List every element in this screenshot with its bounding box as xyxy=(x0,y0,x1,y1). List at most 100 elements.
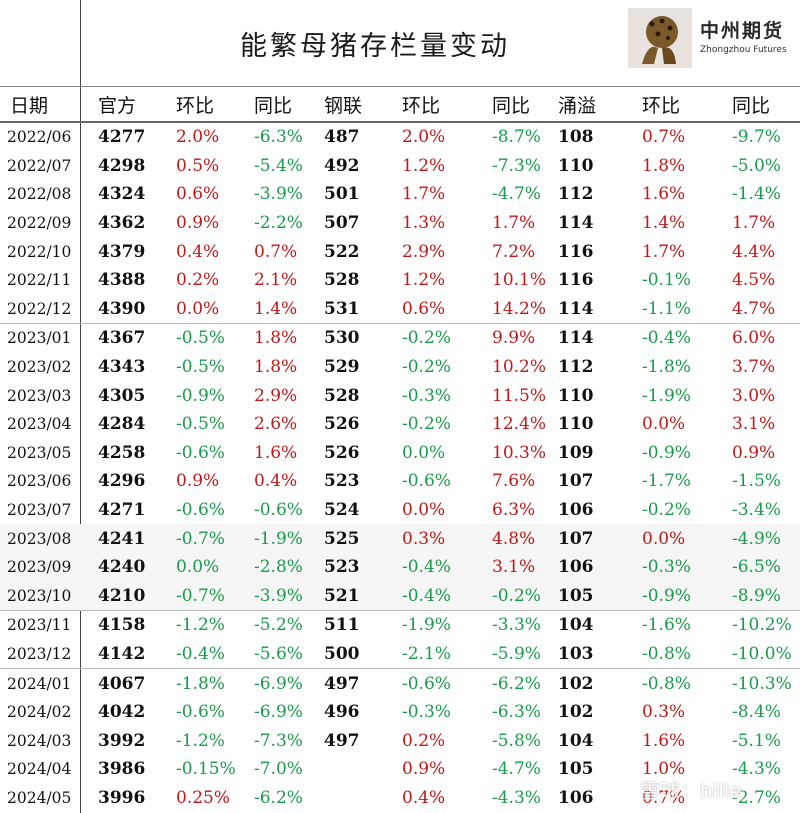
cell-yongyi-yoy: -10.3% xyxy=(718,668,800,698)
cell-yongyi: 105 xyxy=(558,581,632,611)
cell-yongyi: 102 xyxy=(558,668,632,698)
table-row: 2023/11 4158 -1.2% -5.2% 511 -1.9% -3.3% 104 -1.… xyxy=(0,610,800,640)
cell-yongyi-yoy: 4.4% xyxy=(732,241,776,262)
table-row: 2024/03 3992 -1.2% -7.3% 497 0.2% -5.8% 104 1.6%… xyxy=(0,726,800,755)
cell-official: 4258 xyxy=(98,442,146,463)
cell-mysteel-mom: -0.2% xyxy=(402,414,451,435)
cell-yongyi-mom: 0.0% xyxy=(632,524,718,553)
cell-yongyi-mom: -0.3% xyxy=(632,552,718,582)
cell-date: 2022/08 xyxy=(7,185,72,204)
cell-date: 2023/02 xyxy=(7,358,72,377)
table-row: 2023/06 4296 0.9% 0.4% 523 -0.6% 7.6% 107 -1.7% -… xyxy=(0,467,800,496)
cell-yongyi: 110 xyxy=(558,385,594,406)
date-column-divider xyxy=(80,0,81,813)
cell-official-yoy: -6.9% xyxy=(236,668,320,698)
cell-mysteel-yoy: 10.1% xyxy=(492,270,547,291)
cell-mysteel xyxy=(320,755,394,784)
cell-yongyi-mom: 1.6% xyxy=(642,184,686,205)
table-row: 2023/02 4343 -0.5% 1.8% 529 -0.2% 10.2% 112 -1.8… xyxy=(0,353,800,382)
cell-official-yoy: -2.2% xyxy=(254,213,303,234)
cell-yongyi-mom: -1.8% xyxy=(642,357,691,378)
cell-mysteel-mom: 0.9% xyxy=(402,759,446,780)
cell-mysteel-yoy: -4.7% xyxy=(492,184,541,205)
cell-mysteel-yoy: -0.2% xyxy=(464,581,558,611)
cell-yongyi-mom: 1.7% xyxy=(642,241,686,262)
cell-official: 3992 xyxy=(98,730,146,751)
table-header-row: 日期 官方 环比 同比 钢联 环比 同比 涌溢 环比 同比 xyxy=(0,86,800,123)
cell-yongyi-mom: -0.4% xyxy=(632,323,718,353)
cell-mysteel-mom: 1.3% xyxy=(402,213,446,234)
cell-official-yoy: 0.4% xyxy=(254,471,298,492)
cell-yongyi: 103 xyxy=(558,643,594,664)
watermark: 雪球：hille xyxy=(640,779,742,803)
page-title: 能繁母猪存栏量变动 xyxy=(240,31,510,62)
cell-mysteel: 501 xyxy=(324,184,360,205)
cell-mysteel-yoy: -5.8% xyxy=(492,730,541,751)
cell-yongyi-yoy: 1.7% xyxy=(732,213,776,234)
cell-yongyi-yoy: -1.5% xyxy=(732,471,781,492)
column-header-yongyi-yoy: 同比 xyxy=(718,86,800,123)
cell-mysteel-yoy: 7.6% xyxy=(492,471,536,492)
column-header-date: 日期 xyxy=(0,86,84,123)
cell-yongyi: 114 xyxy=(558,213,594,234)
cell-official-mom: -0.9% xyxy=(176,385,225,406)
cell-official: 4343 xyxy=(98,357,146,378)
cell-yongyi: 106 xyxy=(558,787,594,808)
cell-yongyi: 114 xyxy=(558,298,594,319)
cell-mysteel: 511 xyxy=(320,610,394,640)
cell-yongyi-yoy: 0.9% xyxy=(732,442,776,463)
cell-date: 2024/01 xyxy=(0,668,84,698)
cell-official-yoy: -7.3% xyxy=(254,730,303,751)
cell-official-mom: 0.5% xyxy=(176,155,220,176)
cell-yongyi-yoy: -10.2% xyxy=(718,610,800,640)
cell-date: 2024/05 xyxy=(7,788,72,807)
column-header-official: 官方 xyxy=(84,86,162,123)
cell-yongyi-mom: -0.9% xyxy=(632,581,718,611)
cell-yongyi-yoy: -8.9% xyxy=(718,581,800,611)
cell-yongyi-yoy: -4.9% xyxy=(718,524,800,553)
cell-mysteel-mom: -0.4% xyxy=(394,581,464,611)
cell-official-yoy: 1.4% xyxy=(254,298,298,319)
cell-official-mom: 0.9% xyxy=(176,471,220,492)
cell-date: 2024/04 xyxy=(7,760,72,779)
cell-date: 2023/08 xyxy=(0,524,84,553)
cell-yongyi: 114 xyxy=(558,323,632,353)
cell-mysteel-mom: 2.0% xyxy=(402,127,446,148)
cell-official: 4240 xyxy=(84,552,162,582)
cell-mysteel-mom: -0.3% xyxy=(402,702,451,723)
cell-date: 2023/12 xyxy=(7,644,72,663)
cell-date: 2023/09 xyxy=(0,552,84,582)
cell-official: 4284 xyxy=(98,414,146,435)
cell-official: 4241 xyxy=(84,524,162,553)
table-row: 2022/09 4362 0.9% -2.2% 507 1.3% 1.7% 114 1.4% 1.… xyxy=(0,209,800,238)
cell-date: 2023/03 xyxy=(7,386,72,405)
cell-mysteel: 526 xyxy=(324,442,360,463)
cell-mysteel-yoy: -3.3% xyxy=(464,610,558,640)
cell-official-mom: 0.0% xyxy=(162,552,236,582)
cell-yongyi-mom: 1.6% xyxy=(642,730,686,751)
table-row: 2022/10 4379 0.4% 0.7% 522 2.9% 7.2% 116 1.7% 4.4… xyxy=(0,237,800,266)
cell-mysteel-mom: -0.6% xyxy=(394,668,464,698)
cell-official: 4324 xyxy=(98,184,146,205)
column-header-yongyi: 涌溢 xyxy=(558,86,632,123)
cell-official-yoy: -6.2% xyxy=(254,787,303,808)
cell-official-yoy: 2.6% xyxy=(254,414,298,435)
table-row: 2022/11 4388 0.2% 2.1% 528 1.2% 10.1% 116 -0.1% 4… xyxy=(0,266,800,295)
cell-mysteel-mom: 0.3% xyxy=(394,524,464,553)
cell-official: 3996 xyxy=(98,787,146,808)
cell-official: 4362 xyxy=(98,213,146,234)
column-header-yongyi-mom: 环比 xyxy=(632,86,718,123)
cell-official: 4271 xyxy=(98,500,146,521)
cell-mysteel-mom: -0.6% xyxy=(402,471,451,492)
cell-yongyi-yoy: -2.7% xyxy=(732,787,781,808)
column-header-mysteel: 钢联 xyxy=(320,86,394,123)
cell-mysteel-yoy: 10.2% xyxy=(492,357,547,378)
cell-official: 4142 xyxy=(98,643,146,664)
cell-yongyi-mom: -0.8% xyxy=(642,643,691,664)
cell-official-yoy: -0.6% xyxy=(254,500,303,521)
header: 能繁母猪存栏量变动 中州期货 Zhongzhou Futures xyxy=(0,0,800,86)
table-row: 2024/05 3996 0.25% -6.2% 0.4% -4.3% 106 0.7% -2.… xyxy=(0,784,800,813)
cell-yongyi: 116 xyxy=(558,241,594,262)
table-row: 2024/02 4042 -0.6% -6.9% 496 -0.3% -6.3% 102 0.3… xyxy=(0,698,800,727)
cell-mysteel: 530 xyxy=(320,323,394,353)
